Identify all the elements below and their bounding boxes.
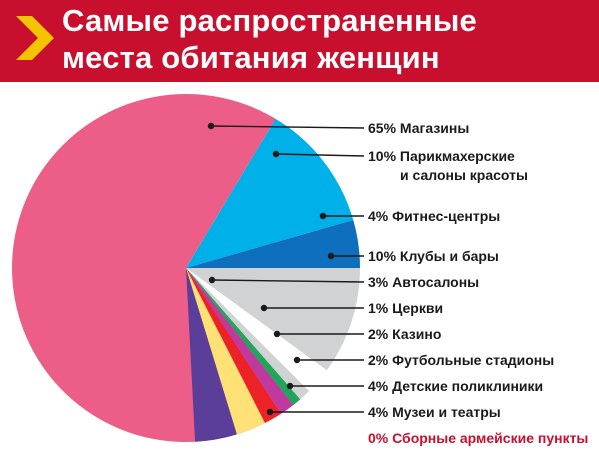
- pie-slice: [186, 268, 237, 442]
- leader-lines: [207, 122, 365, 416]
- leader-dot: [293, 356, 301, 364]
- slice-label: 0% Сборные армейские пункты: [368, 430, 588, 446]
- slice-label-line2: и салоны красоты: [400, 167, 528, 183]
- leader-line: [211, 279, 365, 283]
- pie-slice: [186, 268, 281, 424]
- pie-slice: [186, 268, 265, 435]
- slice-label: 3% Автосалоны: [368, 274, 479, 290]
- header-banner: Самые распространенные места обитания же…: [0, 0, 599, 82]
- pie-slice: [186, 268, 294, 414]
- slice-label: 4% Детские поликлиники: [368, 378, 543, 394]
- leader-dot: [266, 408, 274, 416]
- slice-label: 2% Футбольные стадионы: [368, 352, 554, 368]
- pie-slice: [186, 268, 327, 392]
- pie-slice: [186, 268, 360, 371]
- chevron-right-icon: [16, 16, 54, 60]
- slice-label: 1% Церкви: [368, 300, 443, 316]
- leader-dot: [272, 150, 280, 158]
- pie-slice: [186, 268, 310, 400]
- pie-slice: [186, 118, 354, 268]
- title-line-1: Самые распространенные: [62, 3, 477, 38]
- title-line-2: места обитания женщин: [62, 40, 440, 75]
- pie-slice: [186, 268, 301, 406]
- leader-dot: [207, 122, 215, 130]
- leader-dot: [208, 276, 216, 284]
- leader-dot: [273, 330, 281, 338]
- slice-label: 2% Казино: [368, 326, 441, 342]
- slice-label: 4% Музеи и театры: [368, 404, 501, 420]
- leader-dot: [260, 304, 268, 312]
- slice-label: 4% Фитнес-центры: [368, 208, 500, 224]
- page-title: Самые распространенные места обитания же…: [62, 2, 592, 76]
- slice-label: 65% Магазины: [368, 120, 469, 136]
- leader-dot: [319, 212, 327, 220]
- slice-label: 10% Парикмахерские: [368, 148, 515, 164]
- leader-line: [275, 153, 365, 157]
- leader-dot: [327, 252, 335, 260]
- leader-dot: [286, 382, 294, 390]
- pie-slice: [186, 220, 360, 268]
- leader-line: [210, 125, 365, 129]
- slice-label: 10% Клубы и бары: [368, 248, 499, 264]
- pie-slices: [11, 93, 360, 443]
- legend-labels: 65% Магазины 10% Парикмахерские и салоны к…: [368, 120, 588, 446]
- pie-chart: 65% Магазины 10% Парикмахерские и салоны к…: [11, 93, 588, 446]
